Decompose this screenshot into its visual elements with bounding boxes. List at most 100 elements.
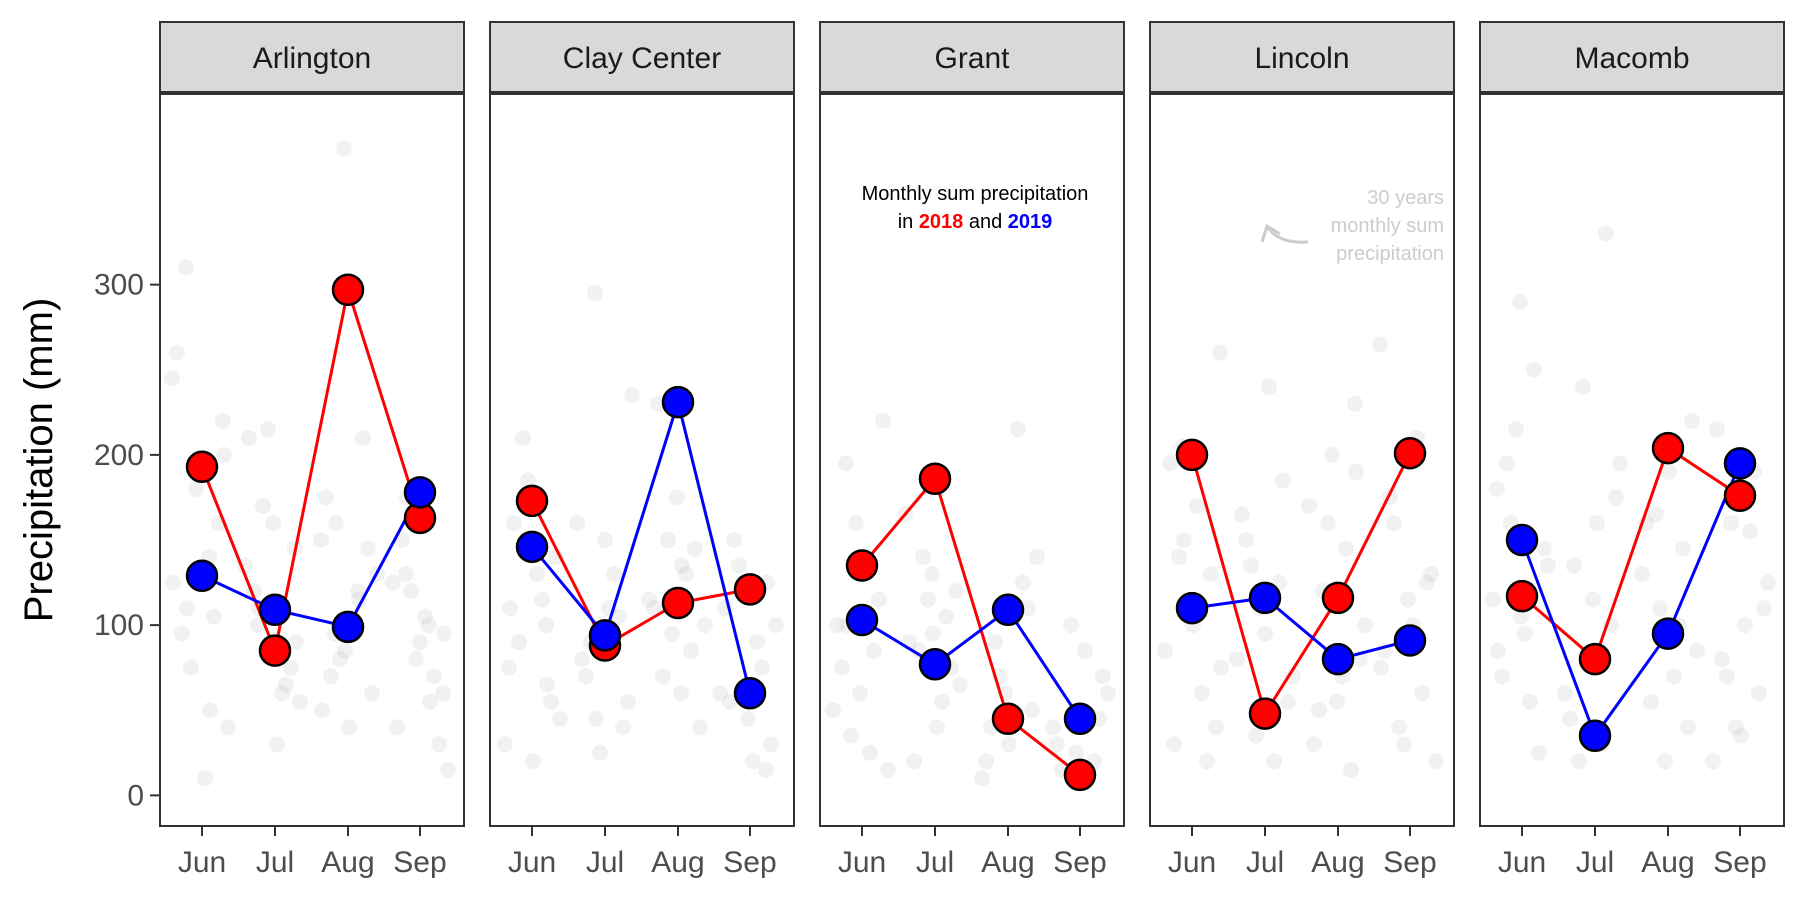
series-2019-point <box>661 385 695 419</box>
history-point <box>1171 549 1187 566</box>
history-point <box>220 719 236 736</box>
history-point <box>1709 421 1725 438</box>
history-point <box>871 591 887 608</box>
history-point <box>1199 753 1215 770</box>
history-point <box>350 583 366 600</box>
history-point <box>758 761 774 778</box>
x-tick-label: Sep <box>1713 846 1766 879</box>
history-point <box>1419 574 1435 591</box>
history-point <box>1428 753 1444 770</box>
history-point <box>288 634 304 651</box>
x-tick-label: Aug <box>1311 846 1364 879</box>
facet-strip-label: Lincoln <box>1254 42 1349 75</box>
history-point <box>948 583 964 600</box>
history-point <box>1719 668 1735 685</box>
history-point <box>1608 489 1624 506</box>
panel-grant: Grant Jun Jul Aug Sep Monthly sum precipitati… <box>819 21 1125 879</box>
history-point <box>1257 625 1273 642</box>
series-2019-point <box>1321 642 1355 676</box>
history-point <box>436 625 452 642</box>
history-point <box>1208 719 1224 736</box>
history-point <box>539 676 555 693</box>
history-point <box>169 344 185 361</box>
series-2019-point <box>1578 719 1612 753</box>
series-2019-point <box>331 610 365 644</box>
history-point <box>431 736 447 753</box>
series-2018-point <box>1321 581 1355 615</box>
history-point <box>1157 642 1173 659</box>
history-point <box>929 719 945 736</box>
series-2019-point <box>733 676 767 710</box>
series-2018-point <box>1248 697 1282 730</box>
history-point <box>178 259 194 276</box>
series-2018-point <box>1393 436 1427 470</box>
history-point <box>417 608 433 625</box>
history-point <box>646 600 662 617</box>
history-point <box>534 591 550 608</box>
history-point <box>866 642 882 659</box>
history-point <box>1238 532 1254 549</box>
series-2019-line <box>861 607 1082 720</box>
series-2018-line <box>200 289 422 656</box>
history-point <box>1343 761 1359 778</box>
history-point <box>188 480 204 497</box>
history-point <box>1386 514 1402 531</box>
history-point <box>552 710 568 727</box>
history-point <box>597 532 613 549</box>
history-point <box>1666 668 1682 685</box>
history-point <box>520 472 536 489</box>
history-point <box>1705 753 1721 770</box>
history-point <box>1285 668 1301 685</box>
history-point <box>1490 642 1506 659</box>
history-point <box>1338 540 1354 557</box>
history-point <box>1176 532 1192 549</box>
history-point <box>726 532 742 549</box>
history-point <box>1024 702 1040 719</box>
series-2018-line <box>1521 445 1741 662</box>
series-2019-point <box>1063 702 1097 736</box>
history-point <box>283 659 299 676</box>
history-point <box>1348 463 1364 480</box>
history-point <box>825 702 841 719</box>
history-point <box>920 591 936 608</box>
history-point <box>1068 744 1084 761</box>
history-point <box>952 676 968 693</box>
history-point <box>403 583 419 600</box>
x-tick-label: Jul <box>916 846 954 879</box>
history-point <box>1373 659 1389 676</box>
history-point <box>529 566 545 583</box>
history-point <box>174 625 190 642</box>
history-point <box>1320 514 1336 531</box>
history-point <box>578 668 594 685</box>
panel-lincoln: Lincoln Jun Jul Aug Sep 30 years monthly sum pr… <box>1149 21 1455 879</box>
series-2019-point <box>1723 447 1757 480</box>
history-point <box>1756 600 1772 617</box>
history-point <box>673 685 689 702</box>
history-annotation-arrow <box>1266 227 1309 244</box>
history-point <box>332 651 348 668</box>
history-point <box>1266 753 1282 770</box>
history-point <box>722 693 738 710</box>
history-point <box>278 676 294 693</box>
history-point <box>674 557 690 574</box>
history-point <box>763 736 779 753</box>
series-2019-point <box>588 619 622 652</box>
panel-macomb: Macomb Jun Jul Aug Sep <box>1479 21 1785 879</box>
x-tick-label: Sep <box>723 846 776 879</box>
history-point <box>1648 506 1664 523</box>
history-point <box>848 514 864 531</box>
series-2019-point <box>1248 581 1282 615</box>
history-point <box>497 736 513 753</box>
history-point <box>925 625 941 642</box>
history-point <box>412 634 428 651</box>
history-point <box>606 566 622 583</box>
series-2019-line <box>201 491 422 629</box>
history-point <box>834 659 850 676</box>
history-point <box>1536 540 1552 557</box>
history-point <box>641 591 657 608</box>
series-2018-point <box>1175 438 1209 472</box>
history-point <box>574 651 590 668</box>
facet-strip <box>819 21 1125 93</box>
history-point <box>265 514 281 531</box>
history-point <box>179 600 195 617</box>
